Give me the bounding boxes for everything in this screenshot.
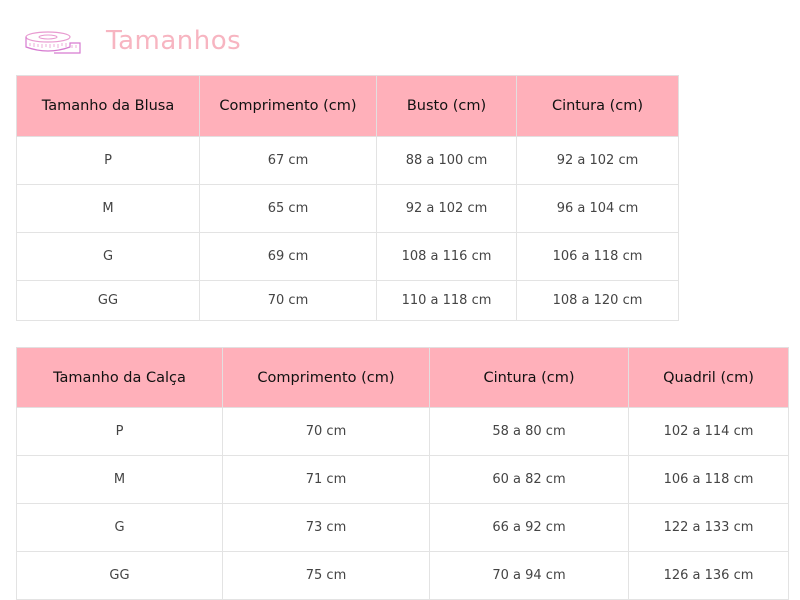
- table-cell: 70 a 94 cm: [429, 551, 629, 600]
- table-cell: 126 a 136 cm: [628, 551, 789, 600]
- table-cell: P: [16, 407, 223, 456]
- page-title: Tamanhos: [106, 26, 242, 56]
- table-row: GG 75 cm 70 a 94 cm 126 a 136 cm: [16, 551, 789, 600]
- column-header: Busto (cm): [376, 75, 517, 137]
- calca-size-table: Tamanho da Calça Comprimento (cm) Cintura …: [16, 347, 789, 600]
- column-header: Cintura (cm): [516, 75, 679, 137]
- column-header: Comprimento (cm): [222, 347, 430, 408]
- table-cell: 75 cm: [222, 551, 430, 600]
- measuring-tape-icon: [25, 31, 81, 54]
- table-cell: 110 a 118 cm: [376, 280, 517, 321]
- table-cell: 60 a 82 cm: [429, 455, 629, 504]
- table-cell: G: [16, 232, 200, 281]
- table-cell: 58 a 80 cm: [429, 407, 629, 456]
- table-cell: 71 cm: [222, 455, 430, 504]
- column-header: Comprimento (cm): [199, 75, 377, 137]
- table-cell: 108 a 120 cm: [516, 280, 679, 321]
- column-header: Quadril (cm): [628, 347, 789, 408]
- table-cell: 106 a 118 cm: [628, 455, 789, 504]
- table-cell: 102 a 114 cm: [628, 407, 789, 456]
- table-cell: 96 a 104 cm: [516, 184, 679, 233]
- table-cell: M: [16, 184, 200, 233]
- table-cell: M: [16, 455, 223, 504]
- table-cell: P: [16, 136, 200, 185]
- table-cell: 67 cm: [199, 136, 377, 185]
- blusa-size-table: Tamanho da Blusa Comprimento (cm) Busto (c…: [16, 75, 679, 321]
- table-cell: 66 a 92 cm: [429, 503, 629, 552]
- table-cell: 65 cm: [199, 184, 377, 233]
- table-cell: 88 a 100 cm: [376, 136, 517, 185]
- table-cell: 122 a 133 cm: [628, 503, 789, 552]
- table-row: GG 70 cm 110 a 118 cm 108 a 120 cm: [16, 280, 679, 321]
- table-row: G 69 cm 108 a 116 cm 106 a 118 cm: [16, 232, 679, 281]
- column-header: Cintura (cm): [429, 347, 629, 408]
- table-cell: 106 a 118 cm: [516, 232, 679, 281]
- table-cell: 92 a 102 cm: [516, 136, 679, 185]
- column-header: Tamanho da Calça: [16, 347, 223, 408]
- table-cell: 108 a 116 cm: [376, 232, 517, 281]
- table-cell: 92 a 102 cm: [376, 184, 517, 233]
- table-cell: 69 cm: [199, 232, 377, 281]
- table-cell: G: [16, 503, 223, 552]
- table-cell: GG: [16, 280, 200, 321]
- table-row: M 65 cm 92 a 102 cm 96 a 104 cm: [16, 184, 679, 233]
- table-cell: 73 cm: [222, 503, 430, 552]
- table-cell: 70 cm: [222, 407, 430, 456]
- table-row: P 70 cm 58 a 80 cm 102 a 114 cm: [16, 407, 789, 456]
- table-row: P 67 cm 88 a 100 cm 92 a 102 cm: [16, 136, 679, 185]
- table-cell: 70 cm: [199, 280, 377, 321]
- table-cell: GG: [16, 551, 223, 600]
- column-header: Tamanho da Blusa: [16, 75, 200, 137]
- table-row: M 71 cm 60 a 82 cm 106 a 118 cm: [16, 455, 789, 504]
- table-row: G 73 cm 66 a 92 cm 122 a 133 cm: [16, 503, 789, 552]
